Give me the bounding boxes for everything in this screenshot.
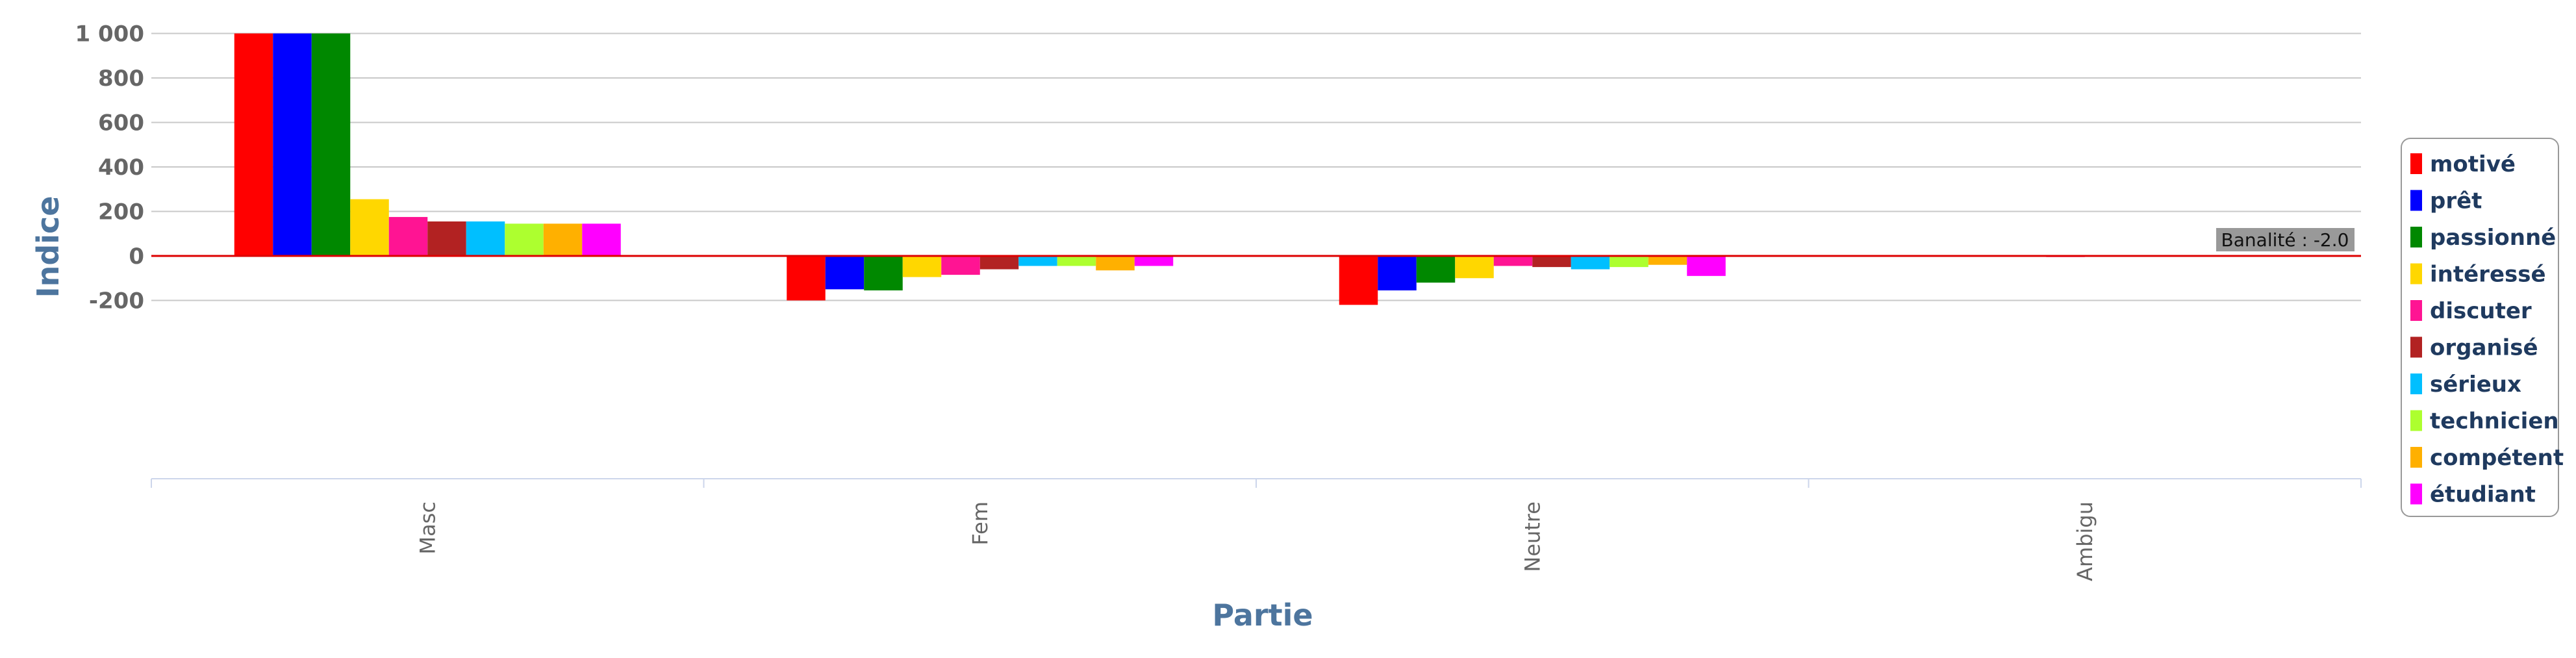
legend-swatch [2410,447,2422,468]
y-tick-label: -200 [89,288,144,314]
bar [1493,256,1533,266]
data-flag: Banalité : -2.0 [2216,228,2355,251]
bar [1455,256,1494,279]
legend-item-label: sérieux [2430,372,2521,398]
legend-swatch [2410,483,2422,505]
legend-item-label: discuter [2430,298,2532,324]
bar [902,256,942,277]
bar [466,221,505,256]
bar [941,256,980,275]
bar [825,256,865,290]
bar [388,217,428,256]
bar [427,221,466,256]
y-tick-label: 200 [98,199,144,225]
bar [1687,256,1726,276]
legend-swatch [2410,153,2422,174]
y-tick-label: 1 000 [75,21,144,47]
grid-lines [151,32,2361,301]
legend-swatch [2410,227,2422,247]
bar [543,223,583,256]
bar [1416,256,1456,283]
x-tick-label: Neutre [1520,501,1545,572]
legend-swatch [2410,373,2422,394]
bar [1610,256,1648,268]
legend-item-label: organisé [2430,335,2538,361]
y-tick-label: 0 [129,244,144,270]
bar [787,256,826,301]
legend-swatch [2410,190,2422,211]
bar [234,33,273,256]
y-axis-title: Indice [31,196,66,297]
legend-item-label: étudiant [2430,482,2536,508]
y-tick-label: 400 [98,155,144,181]
bar [505,223,544,256]
bar [1532,256,1571,268]
legend-box [2401,138,2559,517]
x-axis [151,478,2362,488]
bar [1018,256,1057,266]
legend-item-label: intéressé [2430,262,2546,288]
bar [273,33,312,256]
legend-item-label: passionné [2430,225,2556,251]
bar [979,256,1019,270]
legend-item-label: prêt [2430,188,2482,214]
x-axis-category-labels: Masc Fem Neutre Ambigu [415,501,2097,581]
bar [350,199,389,256]
bar [1057,256,1096,266]
bar [1648,256,1687,265]
bar [1378,256,1417,291]
legend-item-label: compétent [2430,445,2564,471]
bar [311,33,351,256]
legend-swatch [2410,300,2422,321]
flag-label: Banalité : -2.0 [2221,229,2349,251]
x-tick-label: Fem [968,501,992,546]
legend: motivé prêt passionné intéressé discuter orga… [2401,138,2564,517]
legend-item-label: technicien [2430,409,2559,435]
legend-item-label: motivé [2430,151,2516,177]
x-tick-label: Ambigu [2073,501,2097,581]
x-tick-label: Masc [415,501,440,554]
legend-swatch [2410,410,2422,431]
x-axis-title: Partie [1212,598,1313,633]
bar [582,223,621,256]
flag-box [2216,228,2355,251]
bar [1339,256,1378,305]
legend-swatch [2410,263,2422,285]
bars [234,33,2085,305]
bar [1571,256,1610,270]
legend-swatch [2410,336,2422,358]
bar [864,256,903,291]
bar [1134,256,1174,266]
y-tick-label: 600 [98,110,144,136]
y-tick-label: 800 [98,66,144,92]
y-axis-tick-labels: 1 000 800 600 400 200 0 -200 [75,21,144,314]
bar [1096,256,1135,271]
